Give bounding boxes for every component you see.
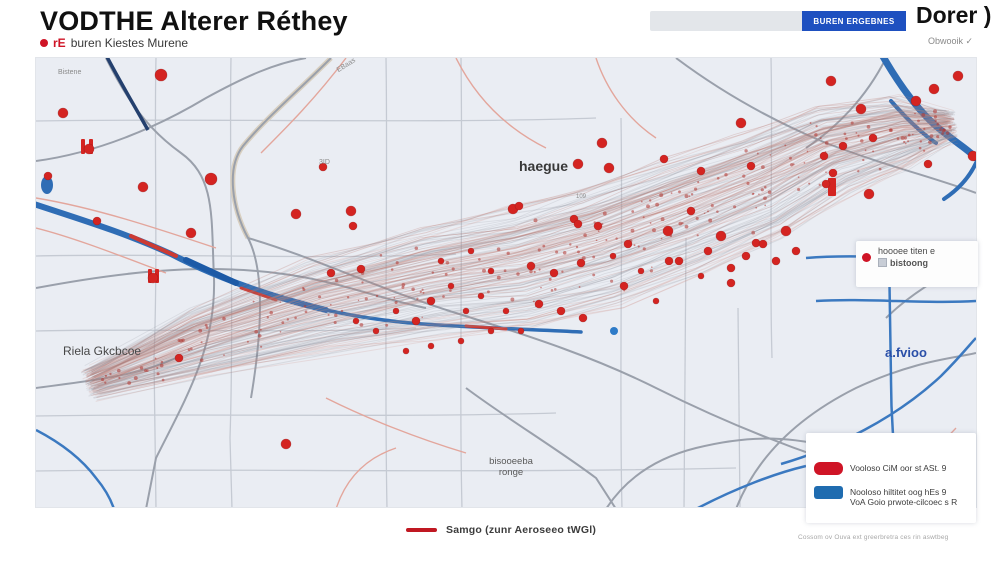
subtitle-text: buren Kiestes Murene [70, 36, 189, 50]
legend-item-red: Vooloso CiM oor st ASt. 9 [814, 461, 968, 475]
subtitle-highlight: rE [53, 36, 66, 50]
infobox-line2: bistoong [878, 258, 974, 268]
map-label-city: haegue [519, 158, 569, 174]
red-dots-layer [43, 68, 976, 450]
map-attribution: Cossom ov Ouva ext greerbretra ces rin a… [798, 534, 949, 541]
footer-line-swatch-icon [406, 528, 437, 532]
speckle-layer [101, 109, 952, 385]
map-legend: Vooloso CiM oor st ASt. 9 Nooloso hiltit… [806, 433, 976, 523]
map-label-bottom-line2: ronge [498, 467, 524, 478]
map-label-tiny-small: 109 [576, 194, 587, 200]
footer-legend-label: Samgo (zunr Aeroseeo tWGl) [446, 524, 597, 536]
infobox-red-dot-icon [862, 253, 871, 262]
flow-band-layer [80, 93, 958, 402]
legend-blue-swatch-icon [814, 486, 843, 499]
river-name-label: a.fvioo [885, 345, 927, 360]
infobox-line1: hoooee titen e [878, 246, 936, 256]
search-input[interactable]: BUREN ERGEBNES [650, 11, 906, 31]
page-subtitle: rE buren Kiestes Murene [40, 36, 188, 50]
legend-blue-label-line2: VoA Goio prwote-cilcoec s R [850, 497, 958, 507]
footer-legend: Samgo (zunr Aeroseeo tWGl) [406, 524, 596, 536]
account-menu-toggle[interactable]: Obwooik ✓ [928, 36, 974, 46]
infobox-line2-text: bistoong [890, 258, 928, 268]
infobox-mini-icon [878, 258, 887, 267]
legend-blue-label: Nooloso hiltitet oog hEs 9 VoA Goio prwo… [850, 485, 957, 507]
account-name[interactable]: Dorer ) [916, 2, 992, 28]
legend-blue-label-line1: Nooloso hiltitet oog hEs 9 [850, 487, 947, 497]
map-label-bottom-line1: bisooeeba [489, 456, 533, 467]
map-svg [36, 58, 976, 507]
page-title: VODTHE Alterer Réthey [40, 6, 348, 36]
red-bullet-icon [40, 39, 48, 47]
map-canvas: haegue Riela Gkcbcoe bisooeeba ronge Bis… [35, 57, 977, 508]
search-button[interactable]: BUREN ERGEBNES [802, 11, 906, 31]
legend-red-label: Vooloso CiM oor st ASt. 9 [850, 463, 947, 473]
legend-item-blue: Nooloso hiltitet oog hEs 9 VoA Goio prwo… [814, 485, 968, 507]
map-label-tiny-topleft: Bistene [58, 69, 82, 76]
map-label-region: Riela Gkcbcoe [63, 344, 142, 358]
map-infobox[interactable]: hoooee titen e bistoong [856, 241, 978, 287]
map-label-bottom: bisooeeba ronge [466, 456, 556, 478]
legend-red-swatch-icon [814, 462, 843, 475]
map-label-tiny-mid: 3ID [319, 159, 330, 166]
